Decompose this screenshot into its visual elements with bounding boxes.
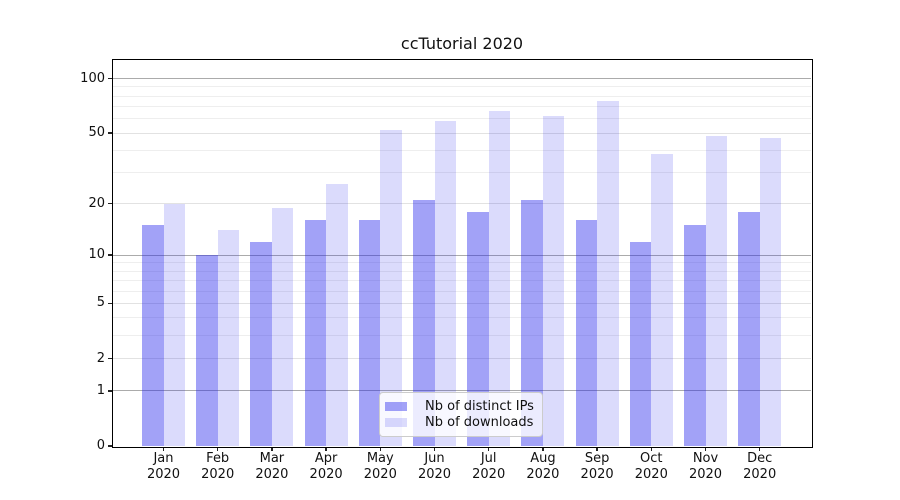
- gridline-minor-30: [113, 172, 811, 174]
- gridline-minor-60: [113, 118, 811, 120]
- y-tick-mark-100: [108, 77, 113, 80]
- bar-downloads-jun: [434, 121, 456, 446]
- bar-ips-sep: [575, 220, 598, 446]
- x-tick-mark-apr: [325, 447, 327, 451]
- x-tick-label-jun: Jun 2020: [417, 451, 452, 482]
- x-tick-mark-nov: [704, 447, 707, 451]
- y-tick-mark-50: [108, 132, 113, 134]
- y-tick-label-2: 2: [96, 350, 105, 366]
- legend: Nb of distinct IPs Nb of downloads: [379, 392, 543, 437]
- bar-downloads-dec: [759, 137, 782, 446]
- y-tick-mark-5: [108, 302, 113, 305]
- y-tick-label-10: 10: [88, 247, 105, 263]
- x-tick-label-aug: Aug 2020: [526, 451, 560, 482]
- y-tick-label-100: 100: [80, 70, 105, 86]
- y-tick-label-1: 1: [96, 382, 105, 398]
- x-tick-mark-jul: [487, 447, 490, 451]
- x-tick-label-feb: Feb 2020: [201, 451, 235, 482]
- y-tick-mark-1: [108, 390, 113, 392]
- bar-downloads-feb: [217, 230, 240, 446]
- y-tick-mark-10: [108, 254, 113, 256]
- bar-ips-apr: [304, 220, 327, 446]
- x-tick-label-sep: Sep 2020: [580, 451, 614, 482]
- x-tick-label-jul: Jul 2020: [472, 451, 506, 482]
- gridline-minor-8: [113, 270, 811, 272]
- gridline-10: [113, 254, 811, 256]
- x-tick-mark-may: [379, 447, 382, 451]
- gridline-5: [113, 302, 811, 304]
- y-tick-label-20: 20: [88, 195, 105, 211]
- bar-downloads-oct: [651, 154, 673, 446]
- bar-ips-dec: [738, 211, 760, 446]
- bar-downloads-aug: [542, 116, 565, 446]
- y-tick-label-5: 5: [96, 295, 105, 311]
- gridline-minor-90: [113, 86, 811, 88]
- y-tick-label-50: 50: [88, 125, 105, 140]
- x-tick-mark-jan: [162, 447, 165, 451]
- gridline-100: [113, 78, 811, 80]
- x-tick-mark-mar: [271, 447, 273, 451]
- bar-ips-jun: [413, 199, 435, 446]
- gridline-minor-80: [113, 95, 811, 97]
- gridline-1: [113, 390, 811, 392]
- bar-ips-feb: [196, 255, 218, 446]
- legend-swatch-distinct-ips: [385, 401, 407, 411]
- plot-area: [113, 60, 811, 446]
- x-tick-label-nov: Nov 2020: [688, 451, 723, 482]
- gridline-minor-40: [113, 149, 811, 151]
- gridline-2: [113, 358, 811, 360]
- x-tick-label-apr: Apr 2020: [309, 451, 343, 482]
- gridline-minor-3: [113, 335, 811, 337]
- bar-ips-nov: [684, 225, 706, 446]
- y-tick-mark-2: [108, 357, 113, 360]
- bar-ips-jan: [142, 225, 164, 446]
- x-tick-mark-jun: [433, 447, 436, 451]
- bar-downloads-nov: [705, 136, 727, 446]
- gridline-20: [113, 203, 811, 205]
- legend-label-downloads: Nb of downloads: [425, 415, 534, 431]
- x-tick-mark-aug: [542, 447, 544, 451]
- x-tick-mark-oct: [650, 447, 653, 451]
- x-tick-mark-sep: [596, 447, 598, 451]
- y-tick-mark-20: [108, 202, 113, 205]
- y-tick-label-0: 0: [96, 438, 105, 453]
- x-tick-label-may: May 2020: [363, 451, 397, 482]
- gridline-minor-9: [113, 262, 811, 264]
- bar-downloads-jul: [488, 111, 511, 446]
- bar-downloads-may: [380, 129, 402, 446]
- x-tick-label-jan: Jan 2020: [146, 451, 181, 482]
- bar-ips-jul: [467, 211, 489, 446]
- x-tick-label-oct: Oct 2020: [634, 451, 668, 482]
- bar-ips-aug: [521, 199, 543, 446]
- bar-downloads-mar: [271, 207, 294, 446]
- gridline-50: [113, 132, 811, 134]
- legend-label-distinct-ips: Nb of distinct IPs: [425, 398, 534, 414]
- legend-item-downloads: Nb of downloads: [385, 415, 534, 431]
- x-tick-label-dec: Dec 2020: [743, 451, 777, 482]
- legend-swatch-downloads: [385, 418, 407, 428]
- bar-ips-mar: [250, 241, 272, 446]
- bar-downloads-jan: [163, 203, 185, 446]
- x-tick-mark-feb: [216, 447, 219, 451]
- gridline-minor-6: [113, 290, 811, 292]
- gridline-minor-7: [113, 279, 811, 281]
- bar-ips-may: [358, 220, 381, 446]
- x-tick-mark-dec: [758, 447, 761, 451]
- gridline-minor-70: [113, 106, 811, 108]
- chart-title: ccTutorial 2020: [400, 34, 524, 53]
- gridline-minor-4: [113, 317, 811, 319]
- bar-ips-oct: [629, 241, 652, 446]
- legend-item-distinct-ips: Nb of distinct IPs: [385, 398, 534, 414]
- bar-downloads-apr: [326, 183, 348, 446]
- bar-downloads-sep: [597, 101, 619, 446]
- y-tick-mark-0: [108, 445, 113, 447]
- x-tick-label-mar: Mar 2020: [255, 451, 289, 482]
